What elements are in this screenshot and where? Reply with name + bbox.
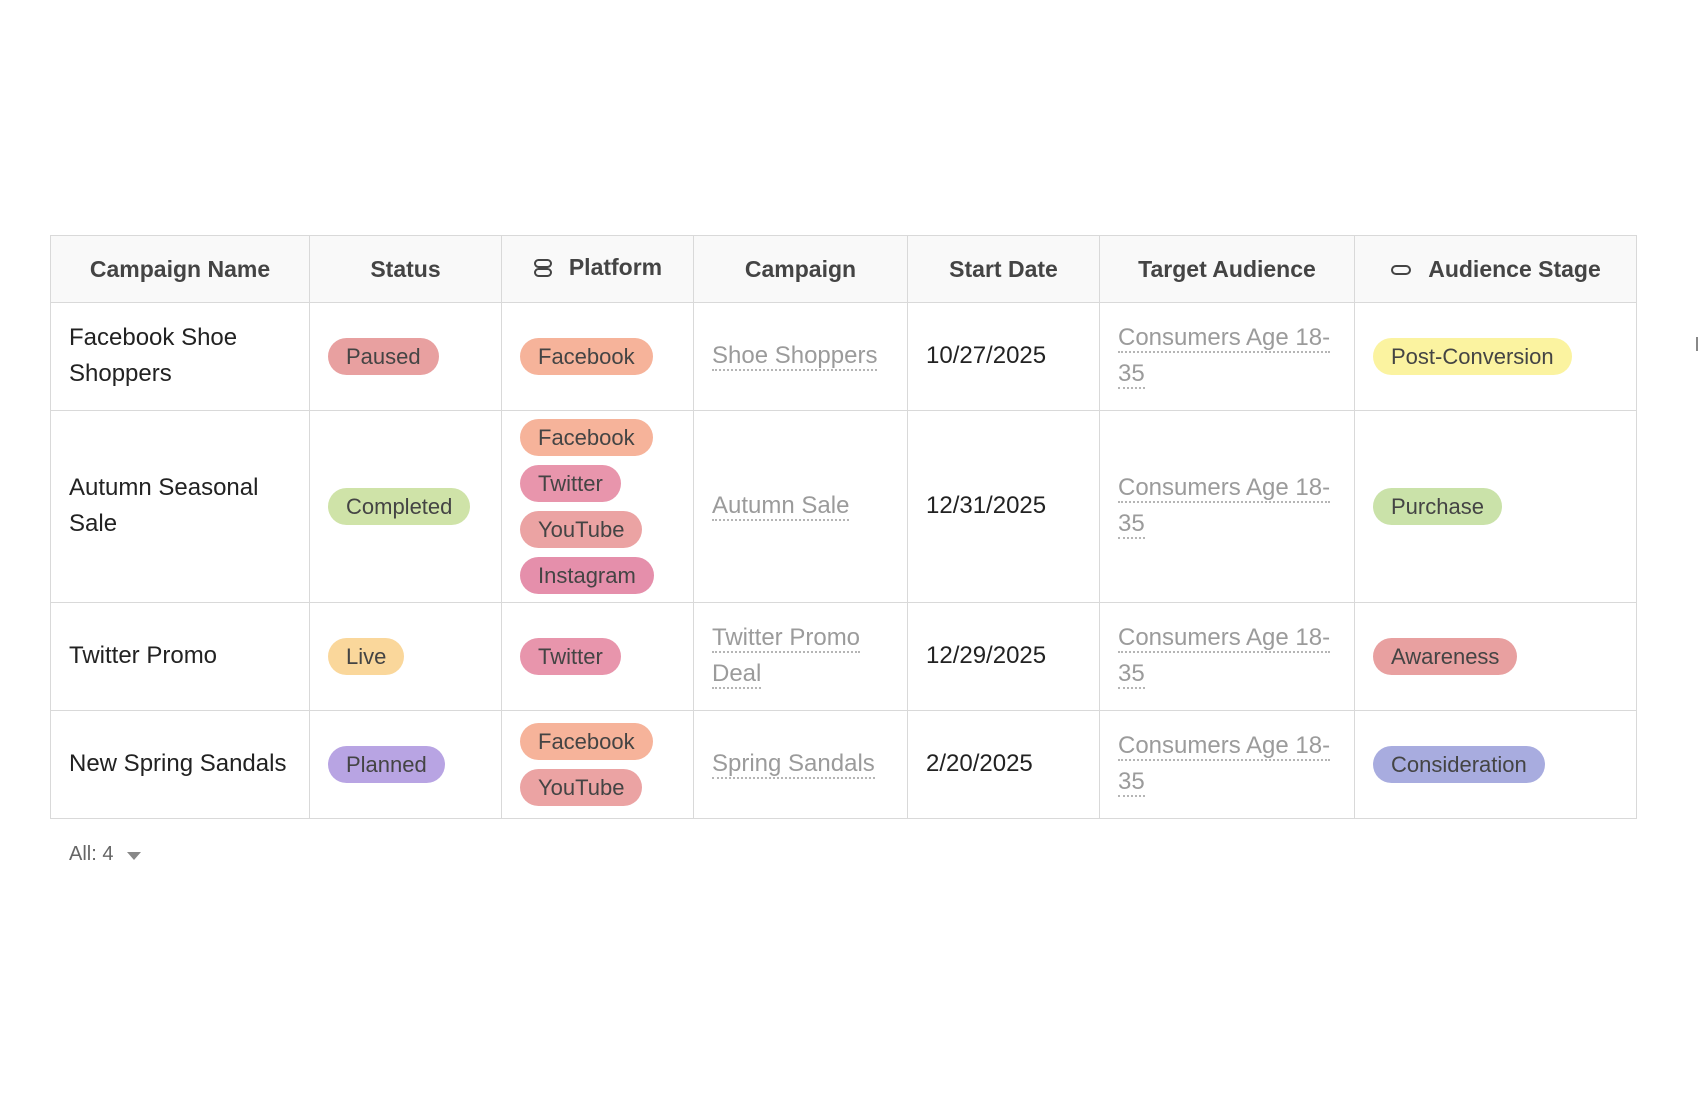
header-row: Campaign Name Status Platform Campai — [50, 235, 1637, 303]
column-header-campaign-name[interactable]: Campaign Name — [50, 235, 310, 303]
multi-select-icon — [533, 258, 552, 277]
status-badge: Paused — [328, 337, 439, 375]
campaign-name-cell[interactable]: Twitter Promo — [50, 602, 310, 711]
start-date-cell[interactable]: 10/27/2025 — [907, 302, 1100, 411]
record-count-label: All: 4 — [69, 843, 114, 865]
audience-stage-cell[interactable]: Consideration — [1354, 710, 1637, 819]
campaign-link-cell: Autumn Sale — [693, 410, 908, 603]
table-row[interactable]: Autumn Seasonal Sale Completed Facebook … — [50, 410, 1637, 603]
single-select-icon — [1391, 264, 1412, 275]
platform-cell[interactable]: Facebook Twitter YouTube Instagram — [501, 410, 694, 603]
stage-badge: Consideration — [1373, 745, 1545, 783]
column-header-campaign[interactable]: Campaign — [693, 235, 908, 303]
column-header-start-date[interactable]: Start Date — [907, 235, 1100, 303]
target-audience-link[interactable]: Consumers Age 18-35 — [1118, 624, 1331, 689]
campaigns-table-container: Campaign Name Status Platform Campai — [50, 235, 1637, 819]
start-date-cell[interactable]: 12/31/2025 — [907, 410, 1100, 603]
target-audience-cell: Consumers Age 18-35 — [1099, 410, 1355, 603]
start-date: 2/20/2025 — [926, 750, 1033, 777]
stage-badge: Purchase — [1373, 487, 1502, 525]
column-header-label: Audience Stage — [1428, 256, 1601, 283]
target-audience-cell: Consumers Age 18-35 — [1099, 602, 1355, 711]
chevron-down-icon — [127, 852, 142, 860]
campaign-link[interactable]: Spring Sandals — [712, 750, 875, 779]
status-cell[interactable]: Live — [309, 602, 502, 711]
platform-tag: YouTube — [520, 510, 643, 548]
campaign-name-cell[interactable]: Autumn Seasonal Sale — [50, 410, 310, 603]
campaign-link[interactable]: Shoe Shoppers — [712, 342, 878, 371]
campaign-name-cell[interactable]: New Spring Sandals — [50, 710, 310, 819]
column-header-status[interactable]: Status — [309, 235, 502, 303]
platform-tag: Facebook — [520, 418, 653, 456]
status-badge: Planned — [328, 745, 445, 783]
platform-tag: Facebook — [520, 337, 653, 375]
column-header-label: Start Date — [949, 255, 1058, 282]
platform-cell[interactable]: Facebook YouTube — [501, 710, 694, 819]
stage-badge: Post-Conversion — [1373, 337, 1572, 375]
column-header-label: Campaign Name — [89, 255, 271, 282]
target-audience-cell: Consumers Age 18-35 — [1099, 710, 1355, 819]
column-header-label: Target Audience — [1138, 255, 1316, 282]
platform-cell[interactable]: Twitter — [501, 602, 694, 711]
column-header-label: Platform — [568, 254, 663, 281]
status-cell[interactable]: Completed — [309, 410, 502, 603]
platform-cell[interactable]: Facebook — [501, 302, 694, 411]
status-cell[interactable]: Paused — [309, 302, 502, 411]
status-badge: Live — [328, 637, 405, 675]
record-count-summary[interactable]: All: 4 — [69, 843, 142, 866]
audience-stage-cell[interactable]: Purchase — [1354, 410, 1637, 603]
start-date-cell[interactable]: 2/20/2025 — [907, 710, 1100, 819]
start-date-cell[interactable]: 12/29/2025 — [907, 602, 1100, 711]
campaign-link[interactable]: Twitter Promo Deal — [712, 624, 861, 689]
column-header-target-audience[interactable]: Target Audience — [1099, 235, 1355, 303]
stage-badge: Awareness — [1373, 637, 1518, 675]
campaign-link-cell: Twitter Promo Deal — [693, 602, 908, 711]
campaigns-table: Campaign Name Status Platform Campai — [50, 235, 1637, 819]
column-header-label: Campaign — [744, 255, 857, 282]
audience-stage-cell[interactable]: Awareness — [1354, 602, 1637, 711]
audience-stage-cell[interactable]: Post-Conversion — [1354, 302, 1637, 411]
campaign-link-cell: Spring Sandals — [693, 710, 908, 819]
platform-tag: Facebook — [520, 722, 653, 760]
campaign-link[interactable]: Autumn Sale — [712, 492, 850, 521]
start-date: 10/27/2025 — [926, 342, 1047, 369]
platform-tag: Twitter — [520, 464, 621, 502]
start-date: 12/29/2025 — [926, 642, 1047, 669]
table-row[interactable]: Twitter Promo Live Twitter Twitter Promo… — [50, 602, 1637, 711]
status-badge: Completed — [328, 487, 471, 525]
status-cell[interactable]: Planned — [309, 710, 502, 819]
column-header-platform[interactable]: Platform — [501, 235, 694, 303]
platform-tag: YouTube — [520, 768, 643, 806]
start-date: 12/31/2025 — [926, 492, 1047, 519]
campaign-link-cell: Shoe Shoppers — [693, 302, 908, 411]
target-audience-cell: Consumers Age 18-35 — [1099, 302, 1355, 411]
column-header-audience-stage[interactable]: Audience Stage — [1354, 235, 1637, 303]
platform-tag: Instagram — [520, 556, 654, 594]
target-audience-link[interactable]: Consumers Age 18-35 — [1118, 732, 1331, 797]
column-header-label: Status — [370, 255, 441, 282]
campaign-name-cell[interactable]: Facebook Shoe Shoppers — [50, 302, 310, 411]
target-audience-link[interactable]: Consumers Age 18-35 — [1118, 324, 1331, 389]
target-audience-link[interactable]: Consumers Age 18-35 — [1118, 474, 1331, 539]
column-resize-handle[interactable] — [1696, 337, 1698, 351]
table-row[interactable]: Facebook Shoe Shoppers Paused Facebook S… — [50, 302, 1637, 411]
table-row[interactable]: New Spring Sandals Planned Facebook YouT… — [50, 710, 1637, 819]
platform-tag: Twitter — [520, 637, 621, 675]
